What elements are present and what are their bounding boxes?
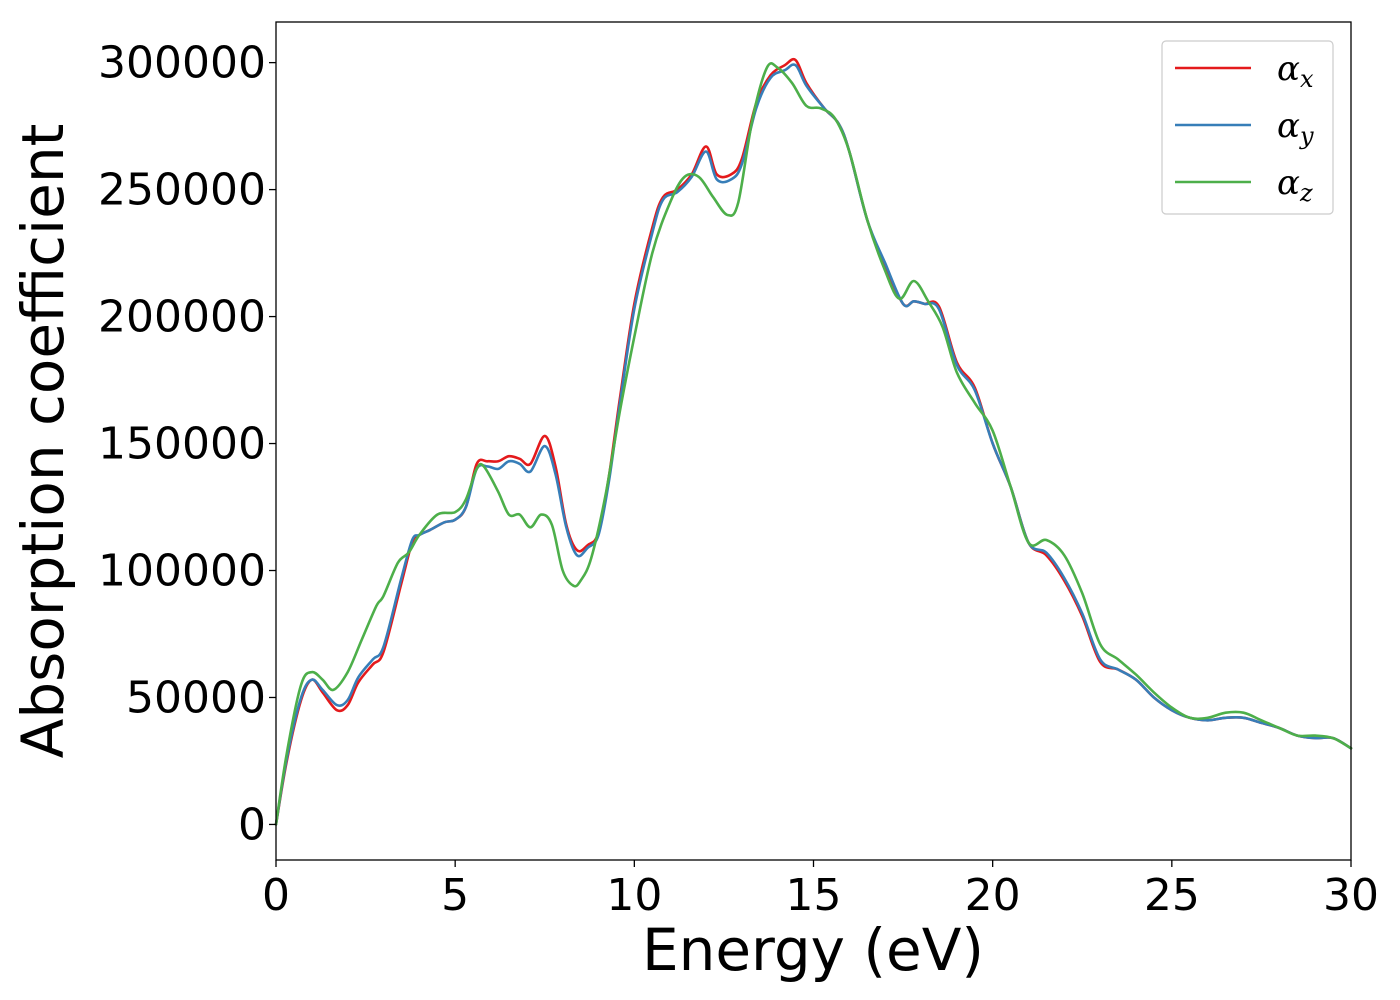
x-tick-label: 0 — [262, 870, 290, 921]
y-tick-label: 150000 — [98, 419, 266, 470]
y-tick-label: 200000 — [98, 292, 266, 343]
x-tick-label: 15 — [786, 870, 842, 921]
y-tick-label: 300000 — [98, 38, 266, 89]
y-axis-label: Absorption coefficient — [9, 124, 77, 759]
series-line-y — [274, 63, 1353, 826]
series-line-z — [274, 62, 1353, 826]
y-tick-label: 50000 — [126, 672, 266, 723]
y-tick-label: 0 — [238, 799, 266, 850]
x-tick-label: 5 — [441, 870, 469, 921]
legend-frame — [1161, 40, 1334, 215]
x-ticks: 0 5 10 15 20 25 30 — [262, 860, 1379, 921]
legend-label-y: αy — [1277, 106, 1314, 150]
x-axis-label: Energy (eV) — [642, 916, 984, 984]
legend-label-x: αx — [1277, 49, 1314, 93]
series-layer — [274, 57, 1353, 826]
legend-entries: αx αy αz — [1175, 49, 1314, 207]
x-tick-label: 25 — [1144, 870, 1200, 921]
y-ticks: 0 50000 100000 150000 200000 250000 300000 — [98, 38, 276, 850]
legend-label-z: αz — [1277, 163, 1313, 207]
x-tick-label: 10 — [606, 870, 662, 921]
legend: αx αy αz — [1161, 40, 1334, 215]
y-tick-label: 250000 — [98, 165, 266, 216]
x-tick-label: 30 — [1323, 870, 1379, 921]
y-tick-label: 100000 — [98, 546, 266, 597]
x-tick-label: 20 — [965, 870, 1021, 921]
